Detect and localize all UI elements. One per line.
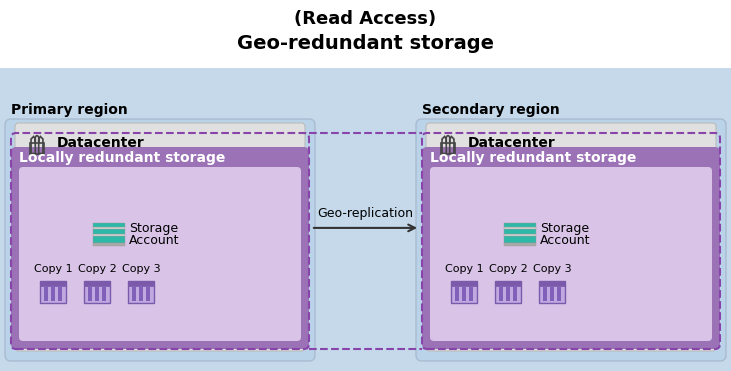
Bar	[550, 287, 554, 301]
FancyBboxPatch shape	[11, 147, 309, 349]
Text: Geo-redundant storage: Geo-redundant storage	[237, 34, 494, 53]
Bar	[128, 281, 154, 286]
Text: Copy 3: Copy 3	[121, 264, 160, 274]
Bar	[504, 227, 537, 229]
Text: Datacenter: Datacenter	[468, 136, 556, 150]
Bar	[495, 281, 521, 286]
Bar	[539, 281, 565, 286]
Bar	[543, 287, 547, 301]
Bar	[139, 287, 143, 301]
Bar	[504, 223, 537, 227]
Bar	[132, 287, 136, 301]
Bar	[146, 287, 150, 301]
Bar	[94, 229, 125, 234]
Text: Copy 2: Copy 2	[488, 264, 527, 274]
Text: Copy 3: Copy 3	[533, 264, 572, 274]
Text: (Read Access): (Read Access)	[295, 10, 436, 28]
Bar	[504, 236, 537, 243]
Text: Account: Account	[129, 234, 180, 247]
Bar	[504, 229, 537, 234]
Bar	[455, 287, 459, 301]
Bar	[469, 287, 473, 301]
Bar	[94, 236, 125, 243]
Text: Locally redundant storage: Locally redundant storage	[19, 151, 225, 165]
FancyBboxPatch shape	[416, 119, 726, 361]
Bar	[499, 287, 503, 301]
Bar	[94, 227, 125, 229]
Bar	[88, 287, 92, 301]
Bar	[94, 223, 125, 227]
Text: Datacenter: Datacenter	[57, 136, 145, 150]
Text: Secondary region: Secondary region	[422, 103, 560, 117]
Bar	[451, 281, 477, 303]
Bar	[504, 234, 537, 236]
Text: Locally redundant storage: Locally redundant storage	[430, 151, 637, 165]
Bar	[40, 281, 66, 286]
Bar	[84, 281, 110, 303]
Text: Copy 1: Copy 1	[444, 264, 483, 274]
Text: Primary region: Primary region	[11, 103, 128, 117]
Bar	[513, 287, 517, 301]
Bar	[504, 243, 537, 246]
Bar	[495, 281, 521, 303]
FancyBboxPatch shape	[15, 123, 305, 351]
Text: Copy 1: Copy 1	[34, 264, 72, 274]
Text: Storage: Storage	[129, 221, 178, 234]
Bar	[128, 281, 154, 303]
Bar	[451, 281, 477, 286]
Bar	[95, 287, 99, 301]
Bar	[94, 234, 125, 236]
Bar	[58, 287, 62, 301]
Text: Storage: Storage	[540, 221, 589, 234]
Text: Account: Account	[540, 234, 591, 247]
Bar	[539, 281, 565, 303]
Bar	[462, 287, 466, 301]
FancyBboxPatch shape	[19, 167, 301, 341]
FancyBboxPatch shape	[426, 123, 716, 351]
FancyBboxPatch shape	[5, 119, 315, 361]
Bar	[506, 287, 510, 301]
Bar	[44, 287, 48, 301]
Bar	[557, 287, 561, 301]
Bar	[102, 287, 106, 301]
Bar	[0, 68, 731, 371]
FancyBboxPatch shape	[422, 147, 720, 349]
Bar	[84, 281, 110, 286]
Bar	[51, 287, 55, 301]
Bar	[94, 243, 125, 246]
FancyBboxPatch shape	[430, 167, 712, 341]
Text: Copy 2: Copy 2	[77, 264, 116, 274]
Text: Geo-replication: Geo-replication	[317, 207, 414, 220]
Bar	[40, 281, 66, 303]
